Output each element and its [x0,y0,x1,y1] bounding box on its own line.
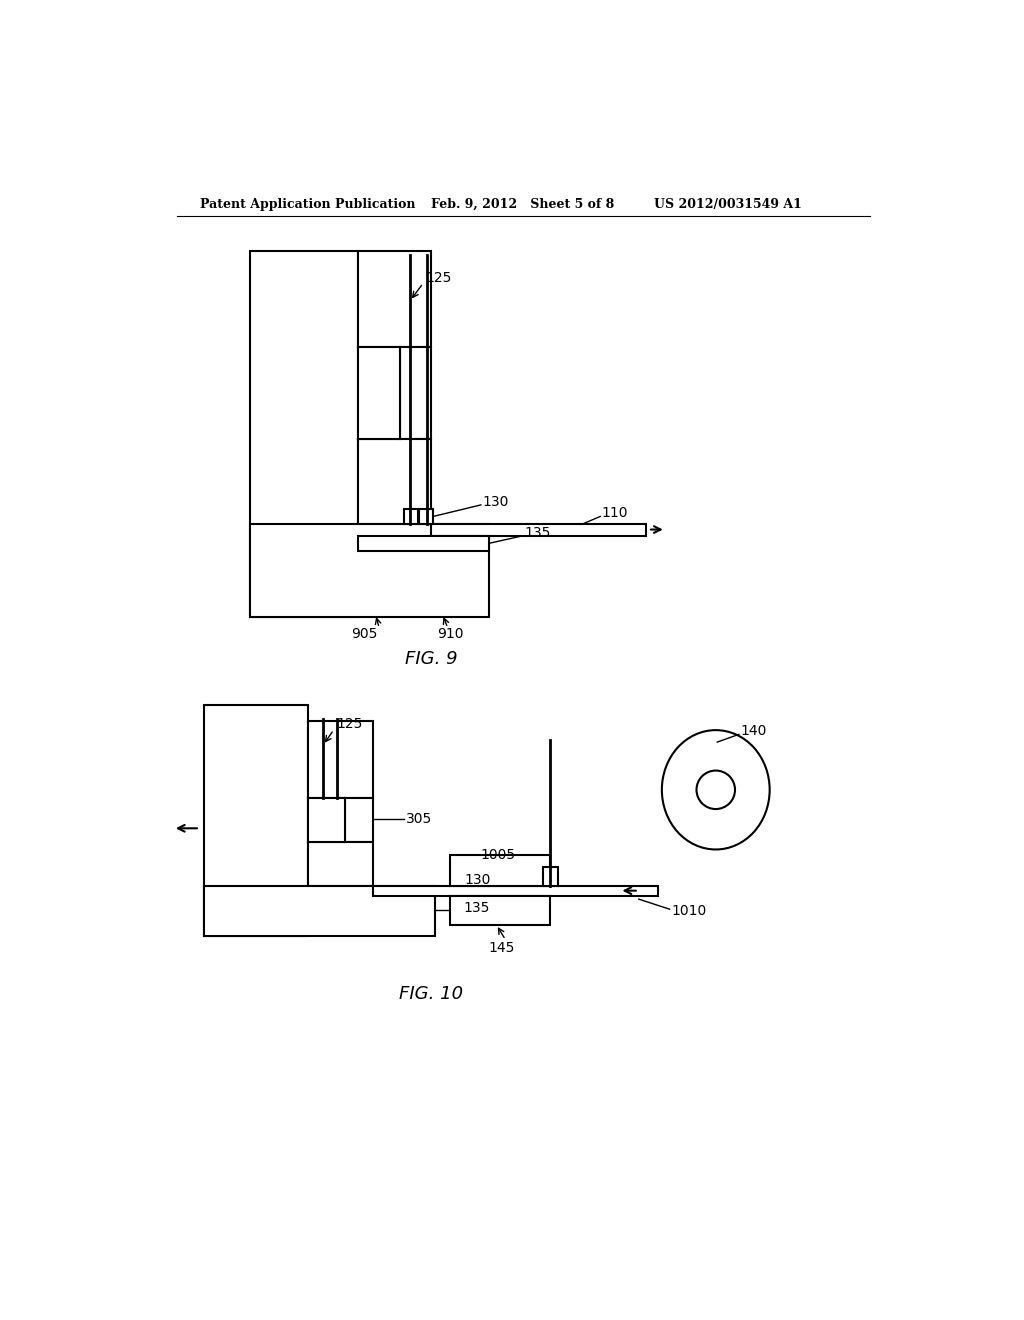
Bar [307,842,373,886]
Text: 145: 145 [488,941,515,954]
Text: 1005: 1005 [481,849,516,862]
Bar [307,842,373,886]
Bar [451,896,550,924]
Text: 130: 130 [465,873,492,887]
Text: FIG. 10: FIG. 10 [398,985,463,1003]
Text: 910: 910 [437,627,464,642]
Text: FIG. 9: FIG. 9 [404,649,457,668]
Bar [250,524,488,616]
Bar [357,536,488,552]
Text: 905: 905 [351,627,378,642]
Bar [204,705,307,936]
Bar [451,896,550,924]
Bar [373,886,658,896]
Bar [345,797,373,842]
Bar [307,797,345,842]
Bar [403,508,418,524]
Bar [307,721,373,797]
Bar [357,347,400,440]
Bar [451,855,550,886]
Bar [204,886,435,936]
Bar [543,867,558,886]
Bar [204,886,435,936]
Text: 125: 125 [336,717,362,731]
Bar [250,251,357,616]
Bar [419,508,433,524]
Text: 135: 135 [524,527,551,540]
Text: 130: 130 [482,495,509,508]
Bar [204,705,307,936]
Bar [431,524,646,536]
Bar [357,251,431,347]
Text: 135: 135 [463,902,489,915]
Bar [419,508,433,524]
Bar [250,251,357,616]
Text: 1010: 1010 [671,904,707,919]
Bar [400,347,431,440]
Text: 110: 110 [602,507,629,520]
Text: 140: 140 [740,725,767,738]
Bar [403,508,418,524]
Text: Patent Application Publication: Patent Application Publication [200,198,416,211]
Bar [357,536,488,552]
Bar [451,855,550,886]
Bar [345,797,373,842]
Bar [250,524,488,616]
Bar [543,867,558,886]
Bar [357,251,431,347]
Bar [357,440,431,524]
Bar [357,440,431,524]
Text: Feb. 9, 2012   Sheet 5 of 8: Feb. 9, 2012 Sheet 5 of 8 [431,198,614,211]
Text: US 2012/0031549 A1: US 2012/0031549 A1 [654,198,802,211]
Bar [307,721,373,797]
Text: 125: 125 [425,271,452,285]
Bar [400,347,431,440]
Text: 305: 305 [406,812,432,826]
